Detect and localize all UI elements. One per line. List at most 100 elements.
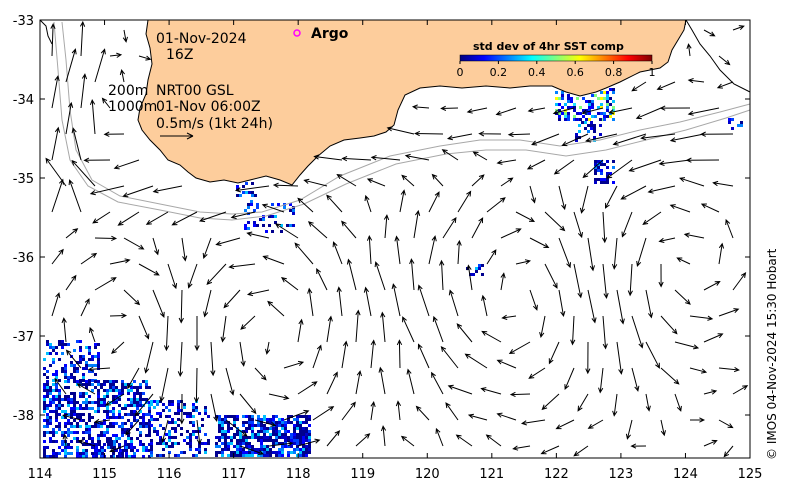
current-arrow xyxy=(386,126,415,135)
current-arrow xyxy=(500,177,514,187)
current-vector-field xyxy=(45,20,749,458)
hour-label: 16Z xyxy=(166,47,193,63)
current-arrow xyxy=(718,308,740,317)
current-arrow xyxy=(417,343,430,369)
current-arrow xyxy=(89,185,125,196)
current-arrow xyxy=(76,383,96,395)
current-arrow xyxy=(500,272,506,291)
current-arrow xyxy=(582,159,604,179)
current-arrow xyxy=(645,393,651,412)
current-arrow xyxy=(455,434,473,447)
current-arrow xyxy=(481,330,502,343)
current-arrow xyxy=(611,237,618,270)
current-arrow xyxy=(50,23,56,57)
current-arrow xyxy=(625,419,633,440)
current-arrow xyxy=(456,239,462,265)
y-tick-label: -38 xyxy=(13,409,34,424)
current-arrow xyxy=(660,419,666,437)
current-arrow xyxy=(399,189,406,213)
current-arrow xyxy=(404,153,430,161)
current-arrow xyxy=(683,232,705,239)
y-tick-label: -33 xyxy=(13,14,34,29)
current-arrow xyxy=(732,272,747,291)
current-arrow xyxy=(138,315,150,340)
current-arrow xyxy=(177,341,184,378)
current-arrow xyxy=(380,311,386,343)
current-arrow xyxy=(658,159,691,166)
current-arrow xyxy=(370,339,376,369)
current-arrow xyxy=(555,419,575,430)
current-arrow xyxy=(268,393,290,400)
current-arrow xyxy=(239,341,246,367)
velocity-time-label: 01-Nov 06:00Z xyxy=(156,99,261,115)
current-arrow xyxy=(703,281,721,291)
sst-pixel-layer xyxy=(43,88,743,458)
current-arrow xyxy=(312,406,335,421)
current-arrow xyxy=(445,402,459,421)
x-tick-label: 123 xyxy=(608,467,633,482)
current-arrow xyxy=(109,312,128,319)
x-tick-label: 118 xyxy=(286,467,311,482)
current-arrow xyxy=(647,185,676,194)
isobath-200m xyxy=(61,21,751,215)
current-arrow xyxy=(581,107,604,115)
current-arrow xyxy=(109,445,125,453)
current-arrow xyxy=(117,211,140,226)
current-arrow xyxy=(199,211,227,223)
current-arrow xyxy=(508,341,531,354)
current-arrow xyxy=(239,445,265,455)
current-arrow xyxy=(687,78,705,84)
current-arrow xyxy=(127,367,140,390)
current-arrow xyxy=(109,258,131,265)
current-arrow xyxy=(620,185,647,200)
y-tick-label: -37 xyxy=(13,330,34,345)
current-arrow xyxy=(432,315,444,343)
current-arrow xyxy=(401,174,415,187)
y-tick-label: -34 xyxy=(13,93,34,108)
east-coast-edge xyxy=(685,19,751,93)
current-arrow xyxy=(370,155,401,161)
current-arrow xyxy=(355,309,361,343)
axes: 114 115 116 117 118 119 120 121 122 123 124 125 -33 -… xyxy=(13,14,763,482)
current-arrow xyxy=(225,419,248,437)
current-arrow xyxy=(640,133,676,141)
current-arrow xyxy=(215,237,241,246)
current-arrow xyxy=(77,439,96,447)
colorbar xyxy=(459,54,653,62)
current-arrow xyxy=(642,211,662,225)
current-arrow xyxy=(679,177,705,187)
current-arrow xyxy=(689,315,714,321)
current-arrow xyxy=(203,289,212,318)
current-arrow xyxy=(606,159,633,179)
current-arrow xyxy=(718,419,734,429)
colorbar-tick-label: 0.6 xyxy=(566,66,584,79)
current-arrow xyxy=(409,258,415,291)
current-arrow xyxy=(119,68,125,83)
current-arrow xyxy=(364,194,372,213)
current-arrow xyxy=(527,107,546,113)
current-arrow xyxy=(552,107,575,115)
current-arrow xyxy=(80,73,88,109)
current-arrow xyxy=(464,353,488,369)
current-arrow xyxy=(687,107,720,116)
current-arrow xyxy=(355,370,362,395)
x-tick-label: 122 xyxy=(544,467,569,482)
current-arrow xyxy=(658,237,676,243)
current-arrow xyxy=(178,289,184,324)
current-arrow xyxy=(725,218,734,239)
current-arrow xyxy=(274,223,299,239)
current-arrow xyxy=(630,443,647,449)
current-arrow xyxy=(486,249,497,265)
current-arrow xyxy=(272,182,299,188)
current-arrow xyxy=(326,315,333,343)
current-arrow xyxy=(370,400,376,421)
isobath-1000m xyxy=(53,21,751,221)
scale-label: 0.5m/s (1kt 24h) xyxy=(156,116,273,132)
x-tick-label: 115 xyxy=(92,467,117,482)
current-arrow xyxy=(413,209,421,239)
current-arrow xyxy=(659,105,691,111)
current-arrow xyxy=(246,289,270,297)
current-arrow xyxy=(326,430,341,447)
current-arrow xyxy=(303,178,328,187)
current-arrow xyxy=(83,157,111,163)
